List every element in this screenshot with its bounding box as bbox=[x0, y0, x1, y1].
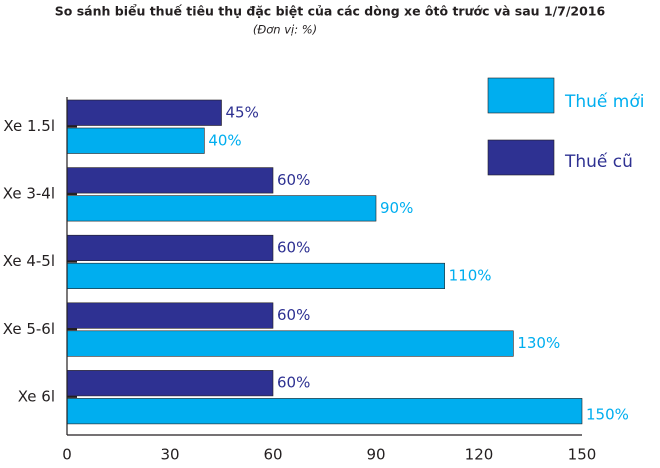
value-label: 60% bbox=[277, 238, 310, 256]
bar bbox=[66, 262, 445, 290]
chart-title: So sánh biểu thuế tiêu thụ đặc biệt của … bbox=[55, 4, 606, 19]
y-tick-label: Xe 6l bbox=[18, 387, 55, 405]
value-label: 60% bbox=[277, 374, 310, 392]
y-tick-label: Xe 5-6l bbox=[3, 320, 55, 338]
value-label: 150% bbox=[586, 406, 629, 424]
value-label: 90% bbox=[380, 199, 413, 217]
x-tick-label: 0 bbox=[62, 446, 72, 464]
legend-label: Thuế cũ bbox=[564, 151, 633, 172]
legend-label: Thuế mới bbox=[564, 91, 644, 112]
value-label: 60% bbox=[277, 171, 310, 189]
legend-swatch bbox=[487, 77, 555, 114]
bar bbox=[66, 195, 377, 222]
x-tick-label: 90 bbox=[366, 446, 385, 464]
bar bbox=[66, 234, 274, 261]
value-label: 110% bbox=[449, 266, 492, 284]
bar bbox=[66, 398, 583, 425]
x-tick-label: 30 bbox=[160, 446, 179, 464]
bar bbox=[66, 330, 514, 357]
bar bbox=[66, 370, 274, 397]
x-tick-label: 60 bbox=[263, 446, 282, 464]
bar bbox=[66, 302, 274, 329]
value-label: 45% bbox=[226, 103, 259, 121]
bar bbox=[66, 99, 222, 126]
x-tick-label: 120 bbox=[465, 446, 494, 464]
x-tick-label: 150 bbox=[568, 446, 597, 464]
y-tick-label: Xe 4-5l bbox=[3, 252, 55, 270]
value-label: 40% bbox=[208, 131, 241, 149]
y-tick-label: Xe 3-4l bbox=[3, 185, 55, 203]
bar bbox=[66, 127, 205, 154]
chart-subtitle: (Đơn vị: %) bbox=[253, 23, 317, 37]
value-label: 60% bbox=[277, 306, 310, 324]
bar bbox=[66, 167, 274, 194]
value-label: 130% bbox=[517, 334, 560, 352]
legend-swatch bbox=[487, 139, 555, 176]
y-tick-label: Xe 1.5l bbox=[3, 117, 55, 135]
